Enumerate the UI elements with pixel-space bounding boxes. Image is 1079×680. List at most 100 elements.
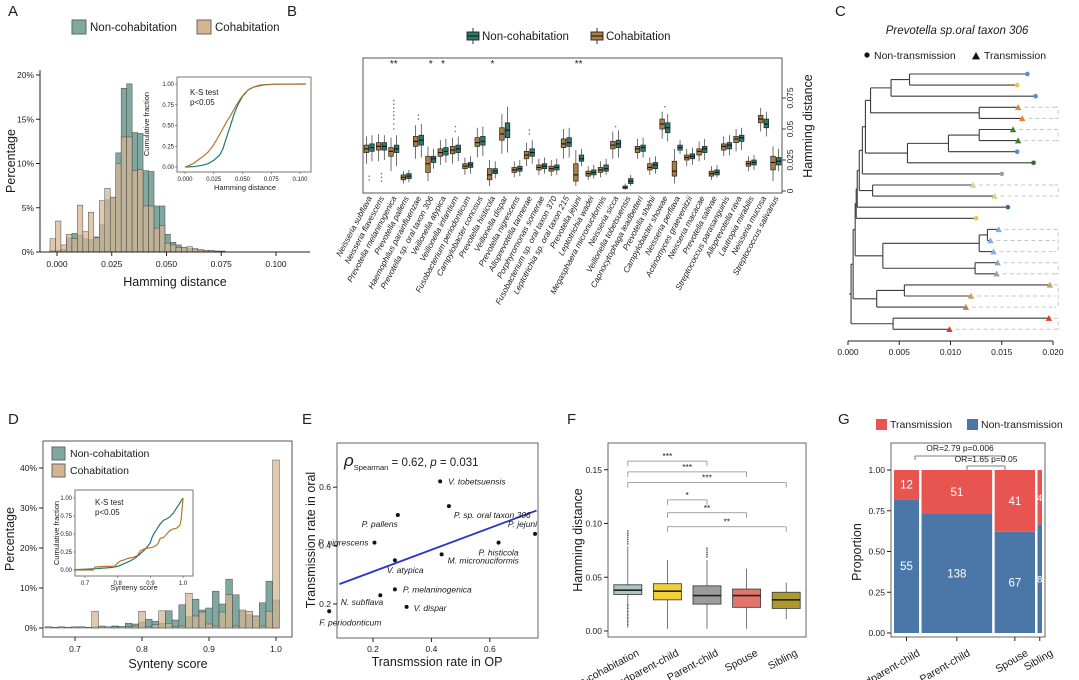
x-tick: 0.7 (69, 644, 81, 654)
histogram-bar-non-cohabitation (98, 625, 106, 629)
boxplot-non-cohabitation-box (726, 142, 732, 150)
outlier-dot (393, 99, 395, 102)
outlier-dot (393, 123, 395, 125)
legend-swatch-non-cohabitation (71, 19, 87, 35)
scatter-point (378, 593, 383, 598)
outlier-dot (528, 129, 531, 132)
box (732, 588, 762, 608)
tree-tip-triangle (969, 181, 977, 188)
histogram-bar-cohabitation (153, 227, 160, 253)
panel-a: A Non-cohabitation Cohabitation 0% 5% 10% 15% 2… (4, 3, 312, 289)
x-tick: 0.2 (367, 644, 379, 654)
transmission-pair-bracket (1054, 184, 1059, 197)
outlier-dot (454, 130, 457, 133)
outlier-dot (626, 536, 629, 539)
tree-tip-triangle (1045, 315, 1053, 321)
panel-d-label: D (8, 411, 19, 428)
outlier-dot (626, 623, 629, 626)
histogram-bar-cohabitation (71, 238, 78, 253)
panel-a-label: A (8, 3, 18, 20)
x-tick: 0.8 (136, 644, 148, 654)
panel-b-label: B (287, 3, 297, 20)
inset-y-tick: 0.00 (162, 165, 174, 171)
y-tick: 10% (20, 583, 37, 593)
outlier-dot (368, 179, 370, 181)
histogram-bar-cohabitation (252, 615, 260, 629)
histogram-bar-cohabitation (148, 205, 155, 253)
x-tick: 1.0 (270, 644, 282, 654)
scatter-point-label: V. dispar (414, 603, 448, 613)
tree-tip-triangle (946, 326, 953, 333)
tree-tip-triangle (991, 192, 998, 199)
boxplot-cohabitation-box (733, 136, 739, 143)
scatter-point-label: P. histicola (479, 548, 519, 558)
histogram-bar-cohabitation (142, 205, 149, 253)
legend-label-non-cohabitation: Non-cohabitation (90, 22, 177, 34)
y-axis-label: Hamming distance (571, 488, 585, 592)
tree-tip-triangle (995, 226, 1002, 233)
mosaic-non-transmission (1037, 524, 1042, 633)
boxplot-non-cohabitation-box (603, 164, 609, 172)
transmission-pair-bracket (1054, 129, 1059, 142)
outlier-dot (380, 172, 383, 175)
histogram-bar-cohabitation (66, 234, 73, 253)
scatter-point-label: P. nigrescens (318, 538, 369, 548)
x-category-label: Sibling (1022, 647, 1055, 673)
histogram-bar-cohabitation (131, 625, 139, 629)
scatter-point (496, 540, 501, 545)
outlier-dot (706, 555, 708, 558)
histogram-bar-cohabitation (170, 244, 177, 253)
plot-border (336, 442, 539, 639)
x-tick: 0.075 (211, 259, 233, 269)
inset-y-tick: 0.00 (60, 568, 72, 574)
transmission-count: 4 (1037, 493, 1042, 503)
outlier-dot (626, 534, 629, 537)
y-tick: 0.05 (785, 120, 795, 137)
outlier-dot (417, 114, 420, 117)
inset-x-tick: 0.100 (292, 177, 308, 183)
tree-tip-circle (999, 171, 1005, 177)
scatter-point-label: M. micronuciformis (448, 555, 520, 565)
histogram-bar-cohabitation (265, 610, 273, 629)
outlier-dot (380, 180, 383, 182)
inset-y-tick: 1.00 (60, 496, 72, 502)
significance-star: * (686, 490, 690, 500)
outlier-dot (626, 532, 629, 535)
histogram-bar-non-cohabitation (44, 626, 52, 629)
histogram-bar-non-cohabitation (78, 626, 86, 629)
x-tick: 0.025 (101, 259, 123, 269)
histogram-bar-cohabitation (99, 200, 106, 253)
transmission-pair-bracket (1054, 228, 1059, 253)
x-axis-label: Hamming distance (123, 275, 227, 289)
outlier-dot (393, 110, 395, 113)
boxplot-non-cohabitation-box (430, 155, 437, 163)
y-tick: 0.15 (585, 465, 602, 475)
plot-border (607, 442, 807, 638)
histogram-bar-non-cohabitation (259, 602, 267, 629)
mosaic-transmission (894, 470, 920, 500)
transmission-pair-bracket (1054, 106, 1059, 119)
outlier-dot (626, 610, 629, 613)
histogram-bar-cohabitation (104, 188, 111, 253)
tree-tip-circle (973, 216, 979, 221)
ks-p-label: p<0.05 (95, 508, 120, 517)
outlier-dot (626, 540, 629, 543)
histogram-bar-cohabitation (125, 626, 133, 629)
boxplot-cohabitation-box (573, 163, 579, 182)
y-tick: 0.6 (319, 482, 331, 492)
histogram-bar-cohabitation (137, 169, 144, 253)
histogram-bar-cohabitation (88, 211, 95, 253)
histogram-bar-cohabitation (238, 609, 247, 629)
legend-label-cohabitation: Cohabitation (606, 31, 671, 43)
y-axis-label: Proportion (850, 523, 864, 581)
histogram-bar-non-cohabitation (51, 626, 59, 629)
scatter-point-label: P. sp. oral taxon 306 (454, 510, 531, 520)
boxplot-non-cohabitation-box (640, 144, 646, 152)
scatter-point (438, 479, 443, 484)
histogram-bar-cohabitation (93, 237, 100, 253)
y-tick: 40% (20, 463, 37, 473)
inset-y-tick: 0.75 (60, 514, 72, 520)
histogram-bar-cohabitation (82, 231, 89, 253)
boxplot-non-cohabitation-box (652, 162, 659, 170)
